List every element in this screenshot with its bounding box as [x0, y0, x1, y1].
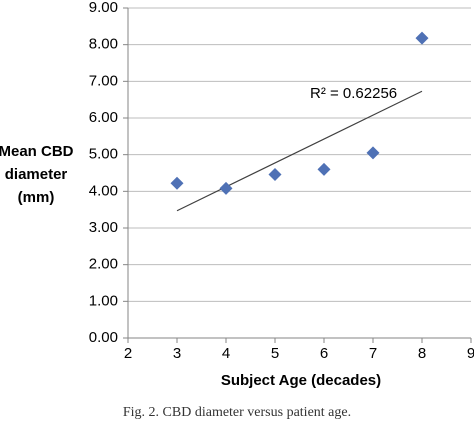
y-axis-label: (mm): [18, 189, 55, 206]
x-tick-label: 3: [173, 345, 181, 362]
x-tick-label: 6: [320, 345, 328, 362]
y-tick-label: 0.00: [89, 329, 118, 346]
point: [415, 31, 429, 45]
x-tick-label: 4: [222, 345, 230, 362]
x-tick-label: 5: [271, 345, 279, 362]
point: [170, 176, 184, 190]
x-tick-label: 2: [124, 345, 132, 362]
point: [366, 146, 380, 160]
y-tick-label: 3.00: [89, 219, 118, 236]
y-tick-label: 6.00: [89, 109, 118, 126]
y-tick-label: 9.00: [89, 0, 118, 16]
x-tick-label: 7: [369, 345, 377, 362]
trendline: [176, 90, 423, 212]
point: [219, 181, 233, 195]
y-tick-label: 7.00: [89, 72, 118, 89]
y-axis-label: diameter: [5, 166, 68, 183]
y-tick-label: 8.00: [89, 36, 118, 53]
x-tick-label: 8: [418, 345, 426, 362]
x-axis-label: Subject Age (decades): [221, 372, 381, 389]
y-tick-label: 1.00: [89, 292, 118, 309]
y-tick-label: 4.00: [89, 182, 118, 199]
annotation: R² = 0.62256: [310, 85, 397, 102]
y-axis-label: Mean CBD: [0, 143, 74, 160]
caption: Fig. 2. CBD diameter versus patient age.: [123, 405, 351, 420]
y-tick-label: 5.00: [89, 146, 118, 163]
x-tick-label: 9: [467, 345, 474, 362]
y-tick-label: 2.00: [89, 256, 118, 273]
point: [317, 162, 331, 176]
point: [268, 167, 282, 181]
